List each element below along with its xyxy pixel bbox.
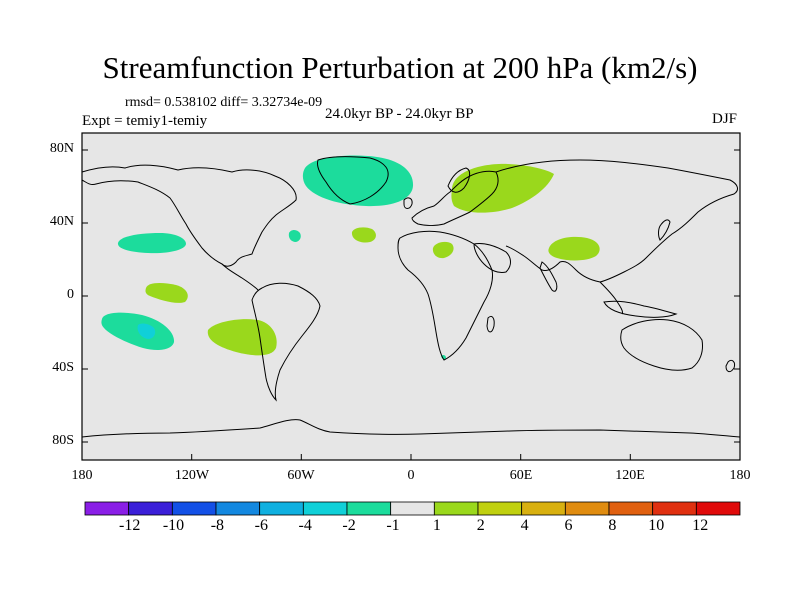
region-western-russia [451,163,554,213]
coast-scandinavia [447,167,471,193]
colorbar-swatch-7 [390,501,435,516]
colorbar-label-2: -8 [210,517,225,534]
colorbar-swatch-2 [171,501,217,516]
colorbar-label-9: 4 [520,517,529,534]
coast-central-america [221,263,259,291]
colorbar-label-11: 8 [608,517,617,534]
coast-europe [411,170,499,226]
coastlines [81,156,741,438]
coast-india [539,261,558,292]
region-greenland-north-atlantic [302,155,414,207]
coast-africa [397,230,493,361]
shaded-regions [101,155,600,360]
colorbar-swatch-13 [652,501,697,516]
coast-japan [658,219,671,241]
colorbar-label-0: -12 [119,517,141,534]
stats-label: rmsd= 0.538102 diff= 3.32734e-09 [125,95,323,110]
colorbar-swatch-3 [215,501,261,516]
colorbar-swatch-8 [433,501,479,516]
colorbar-swatch-1 [128,501,173,516]
coast-antarctica [81,419,741,438]
colorbar-label-3: -6 [254,517,268,534]
region-south-pacific-west [101,312,175,350]
lon-label-180e: 180 [729,468,751,483]
chart-title: Streamfunction Perturbation at 200 hPa (… [102,50,698,85]
axis-ticks [81,149,741,460]
colorbar-swatch-6 [346,501,392,516]
colorbar-swatch-12 [608,501,654,516]
colorbar-swatch-9 [477,501,523,516]
lat-label-80n: 80N [49,141,74,156]
colorbar-label-1: -10 [162,517,185,534]
colorbar-swatch-5 [302,501,348,516]
coast-north-america [81,164,297,267]
coast-indonesia [603,300,678,318]
lon-label-180w: 180 [71,468,93,483]
coast-south-america [251,282,321,402]
lat-label-40s: 40S [52,360,74,375]
lon-label-120e: 120E [615,468,645,483]
region-north-pacific-subtropical [117,233,186,254]
coast-new-zealand [725,359,735,373]
period-label: 24.0kyr BP - 24.0kyr BP [325,106,474,122]
colorbar-label-5: -2 [342,517,356,534]
season-label: DJF [712,111,738,127]
lon-label-60w: 60W [287,468,315,483]
colorbar-swatch-11 [564,501,610,516]
coast-madagascar [486,315,495,333]
coast-uk [403,197,413,209]
lon-label-60e: 60E [509,468,533,483]
region-south-pacific-east [207,319,277,356]
region-north-africa [432,241,454,259]
lon-label-0: 0 [407,468,415,483]
lat-label-80s: 80S [52,433,74,448]
colorbar-swatch-4 [259,501,304,516]
colorbar-label-8: 2 [476,517,485,534]
coast-greenland [317,156,389,205]
colorbar-label-6: -1 [386,517,400,534]
coast-arabia [473,243,511,273]
experiment-label: Expt = temiy1-temiy [82,113,208,129]
colorbar-swatch-14 [695,501,741,516]
region-equatorial-pacific [145,283,188,303]
region-atlantic-small-negative [288,230,301,242]
colorbar-swatch-10 [521,501,566,516]
coast-australia [620,319,703,371]
colorbar [84,501,741,516]
region-east-atlantic [351,227,376,243]
colorbar-label-7: 1 [432,517,441,534]
colorbar-swatch-0 [84,501,130,516]
lat-label-0: 0 [67,287,74,302]
lat-label-40n: 40N [49,214,74,229]
colorbar-label-12: 10 [648,517,665,534]
region-tibet [548,236,600,261]
coast-se-asia [599,281,623,315]
region-south-pacific-west-core [137,323,156,339]
lon-label-120w: 120W [174,468,210,483]
colorbar-label-13: 12 [692,517,709,534]
colorbar-label-4: -4 [298,517,312,534]
colorbar-label-10: 6 [564,517,573,534]
